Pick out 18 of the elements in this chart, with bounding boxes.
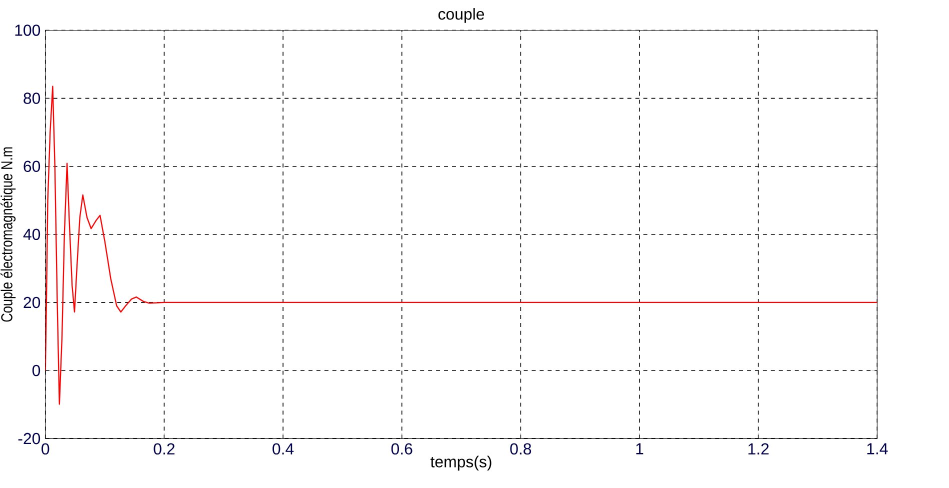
- y-tick-label: 100: [15, 24, 40, 36]
- x-tick-label: 0.6: [391, 443, 412, 455]
- y-tick-label: 20: [24, 296, 40, 308]
- x-axis-title: temps(s): [430, 456, 492, 471]
- x-tick-label: 0: [42, 443, 50, 455]
- y-tick-label: 0: [32, 365, 40, 376]
- x-tick-label: 0.8: [510, 443, 532, 455]
- chart-title: couple: [438, 8, 484, 24]
- y-tick-label: 80: [24, 92, 40, 104]
- x-tick-label: 0.2: [154, 443, 174, 455]
- y-axis-title: Couple électromagnétique N.m: [0, 148, 16, 322]
- x-tick-label: 1.2: [748, 443, 769, 455]
- x-tick-label: 1.4: [867, 443, 888, 454]
- y-tick-label: 40: [23, 228, 40, 240]
- y-tick-label: -20: [18, 433, 40, 444]
- x-tick-label: 1: [636, 443, 644, 454]
- y-tick-label: 60: [24, 160, 40, 172]
- x-tick-label: 0.4: [272, 443, 294, 455]
